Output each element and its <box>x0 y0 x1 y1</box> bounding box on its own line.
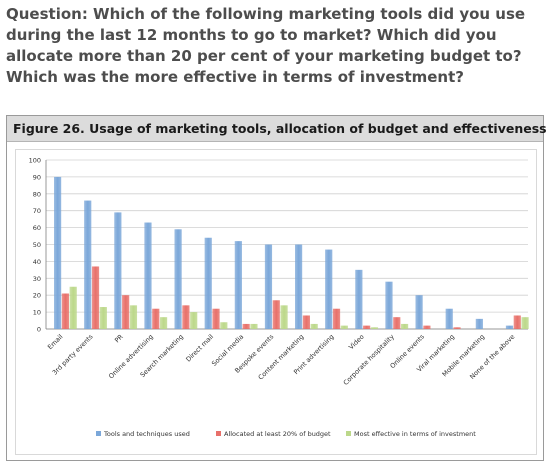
bar <box>61 293 69 329</box>
bar <box>264 244 273 329</box>
y-tick-label: 20 <box>33 292 41 300</box>
legend-label: Tools and techniques used <box>103 430 190 438</box>
y-tick-label: 0 <box>37 326 41 334</box>
bar <box>393 317 401 329</box>
bar <box>69 286 77 329</box>
y-tick-label: 50 <box>33 241 41 249</box>
x-tick-label: PR <box>113 332 125 344</box>
y-tick-label: 60 <box>33 224 41 232</box>
x-tick-label: Corporate hospitality <box>342 333 396 387</box>
bar <box>453 327 461 329</box>
bar <box>280 305 288 329</box>
bar <box>385 281 393 329</box>
y-tick-label: 40 <box>33 258 41 266</box>
bar <box>174 229 182 329</box>
bar <box>250 323 258 329</box>
bar <box>114 212 122 329</box>
bar <box>363 325 371 329</box>
legend-label: Most effective in terms of investment <box>354 430 476 438</box>
bar <box>302 315 310 329</box>
bar <box>242 323 250 329</box>
question-text: Question: Which of the following marketi… <box>6 5 526 86</box>
legend-swatch <box>216 431 221 436</box>
bar <box>159 317 168 329</box>
bar <box>234 241 242 329</box>
x-tick-label: Video <box>347 333 366 352</box>
legend-swatch <box>96 431 101 436</box>
bar <box>400 323 409 329</box>
bar <box>415 295 423 329</box>
y-tick-label: 80 <box>33 190 41 198</box>
bar <box>152 308 160 329</box>
figure-panel: Figure 26. Usage of marketing tools, all… <box>6 115 547 461</box>
bar <box>325 249 333 329</box>
bar <box>445 308 453 329</box>
legend-label: Allocated at least 20% of budget <box>224 430 331 438</box>
bar <box>190 312 198 329</box>
y-tick-label: 70 <box>33 207 41 215</box>
y-tick-label: 10 <box>33 309 41 317</box>
bar <box>220 322 228 329</box>
bar <box>475 318 483 329</box>
bar <box>129 305 138 329</box>
bar <box>84 200 92 329</box>
bar <box>54 176 62 329</box>
bar <box>295 244 303 329</box>
figure-title: Figure 26. Usage of marketing tools, all… <box>7 116 547 142</box>
bar <box>144 222 152 329</box>
bar <box>272 300 280 329</box>
x-tick-label: Direct mail <box>184 333 215 364</box>
bar <box>332 308 341 329</box>
bar <box>212 308 220 329</box>
bar <box>423 325 431 329</box>
bar <box>370 327 379 329</box>
bar <box>91 266 100 329</box>
bar <box>99 307 107 329</box>
bar <box>355 269 363 329</box>
bar <box>521 317 529 329</box>
x-tick-label: Email <box>46 333 65 352</box>
bar <box>182 305 190 329</box>
legend-swatch <box>346 431 351 436</box>
bar <box>122 295 130 329</box>
bar <box>505 325 514 329</box>
y-tick-label: 30 <box>33 275 41 283</box>
chart-area: 0 10 20 30 40 50 60 70 80 90 100 Email 3rd party eve… <box>15 149 537 455</box>
y-tick-label: 100 <box>29 157 41 165</box>
bar <box>340 325 348 329</box>
bar <box>310 323 318 329</box>
bar <box>513 315 521 329</box>
y-tick-label: 90 <box>33 173 41 181</box>
bar <box>204 237 212 329</box>
